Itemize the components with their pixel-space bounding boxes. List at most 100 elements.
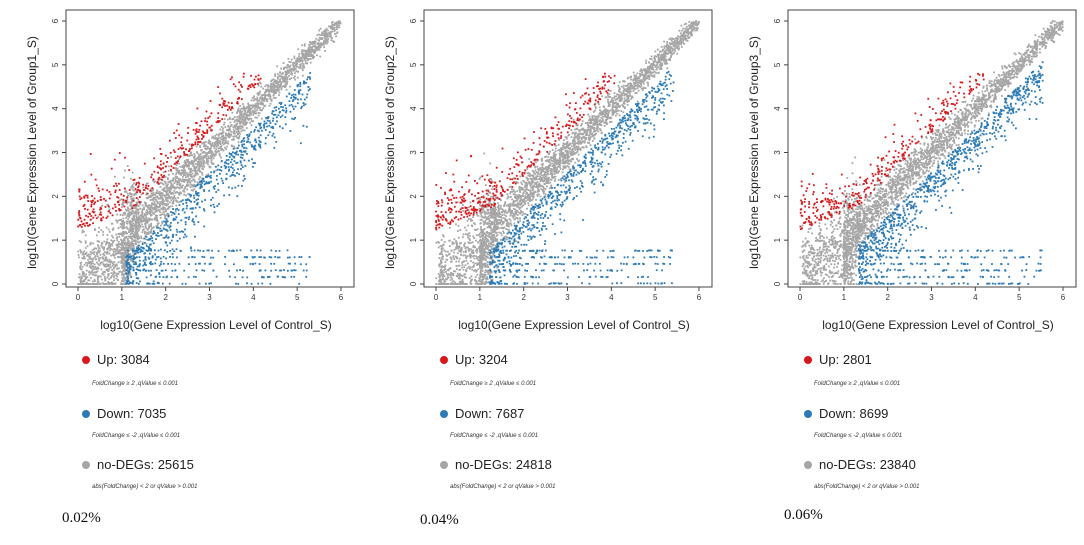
no-deg-point (488, 244, 491, 247)
down-point (267, 115, 270, 118)
no-deg-point (621, 94, 624, 97)
no-deg-point (129, 248, 132, 251)
down-point (135, 256, 138, 259)
no-deg-point (115, 252, 117, 255)
no-deg-point (213, 147, 216, 149)
no-deg-point (692, 21, 694, 24)
no-deg-point (104, 243, 107, 246)
no-deg-point (182, 166, 185, 169)
down-point (127, 277, 130, 280)
no-deg-point (150, 188, 153, 191)
no-deg-point (80, 264, 82, 267)
no-deg-point (476, 264, 479, 266)
no-deg-point (294, 72, 296, 75)
no-deg-point (105, 257, 108, 260)
up-point (206, 123, 209, 126)
down-point (292, 99, 295, 101)
down-point (244, 165, 247, 167)
no-deg-point (272, 89, 275, 92)
down-point (203, 189, 205, 191)
no-deg-point (113, 274, 116, 277)
no-deg-point (291, 67, 293, 70)
down-point (125, 272, 128, 275)
down-point (276, 116, 278, 119)
no-deg-point (207, 142, 210, 145)
no-deg-point (184, 186, 187, 189)
no-deg-point (221, 141, 224, 143)
no-deg-point (162, 202, 164, 205)
no-deg-point (98, 247, 101, 250)
no-deg-point (495, 235, 498, 237)
no-deg-point (571, 142, 574, 145)
down-point (294, 269, 297, 272)
down-point (191, 207, 194, 210)
down-point (189, 207, 192, 210)
no-deg-point (448, 226, 451, 229)
no-deg-point (264, 104, 267, 107)
no-deg-point (199, 170, 201, 173)
legend-down-condition: FoldChange ≤ -2 ,qValue ≤ 0.001 (92, 433, 181, 439)
down-point (211, 249, 213, 252)
up-point (165, 165, 167, 168)
no-deg-point (331, 30, 334, 33)
no-deg-point (82, 251, 85, 254)
no-deg-point (530, 193, 532, 195)
no-deg-point (487, 270, 490, 273)
no-deg-point (125, 236, 127, 239)
up-point (181, 147, 183, 150)
up-point (209, 100, 212, 102)
no-deg-point (130, 247, 133, 250)
down-point (282, 276, 285, 279)
up-point (180, 136, 183, 139)
no-deg-point (329, 33, 332, 36)
no-deg-point (208, 142, 211, 145)
no-deg-point (148, 219, 150, 222)
down-point (297, 90, 300, 93)
no-deg-point (181, 169, 183, 172)
no-deg-point (158, 209, 161, 212)
no-deg-point (309, 41, 311, 43)
no-deg-point (202, 145, 205, 148)
down-point (188, 263, 190, 266)
no-deg-point (510, 224, 513, 227)
no-deg-point (159, 211, 162, 214)
no-deg-point (169, 224, 171, 227)
up-point (189, 148, 191, 151)
no-deg-point (249, 114, 252, 117)
up-point (243, 72, 245, 75)
no-deg-point (122, 176, 125, 179)
no-deg-point (189, 170, 192, 173)
no-deg-point (158, 192, 161, 195)
no-deg-point (580, 124, 582, 127)
down-point (228, 168, 231, 171)
no-deg-point (131, 243, 134, 246)
up-point (178, 134, 181, 137)
no-deg-point (124, 208, 127, 211)
no-deg-point (92, 280, 94, 283)
no-deg-point (110, 272, 113, 275)
no-deg-point (174, 179, 177, 182)
no-deg-point (138, 236, 141, 239)
down-point (270, 262, 272, 265)
no-deg-point (338, 26, 341, 29)
no-deg-point (193, 159, 196, 162)
no-deg-point (248, 114, 251, 117)
up-point (177, 123, 180, 125)
up-point (143, 189, 145, 191)
no-deg-point (133, 224, 136, 227)
no-deg-point (109, 266, 112, 269)
no-deg-point (136, 220, 139, 223)
up-point (111, 214, 114, 217)
down-point (298, 282, 301, 285)
up-point (218, 120, 221, 122)
no-deg-point (116, 219, 119, 222)
no-deg-point (251, 106, 254, 109)
no-deg-point (475, 255, 478, 258)
no-deg-point (478, 267, 481, 269)
no-deg-point (210, 158, 213, 161)
no-deg-point (172, 179, 175, 182)
no-deg-point (690, 22, 693, 25)
no-deg-point (189, 181, 191, 184)
no-deg-point (196, 173, 199, 176)
no-deg-point (243, 106, 245, 109)
